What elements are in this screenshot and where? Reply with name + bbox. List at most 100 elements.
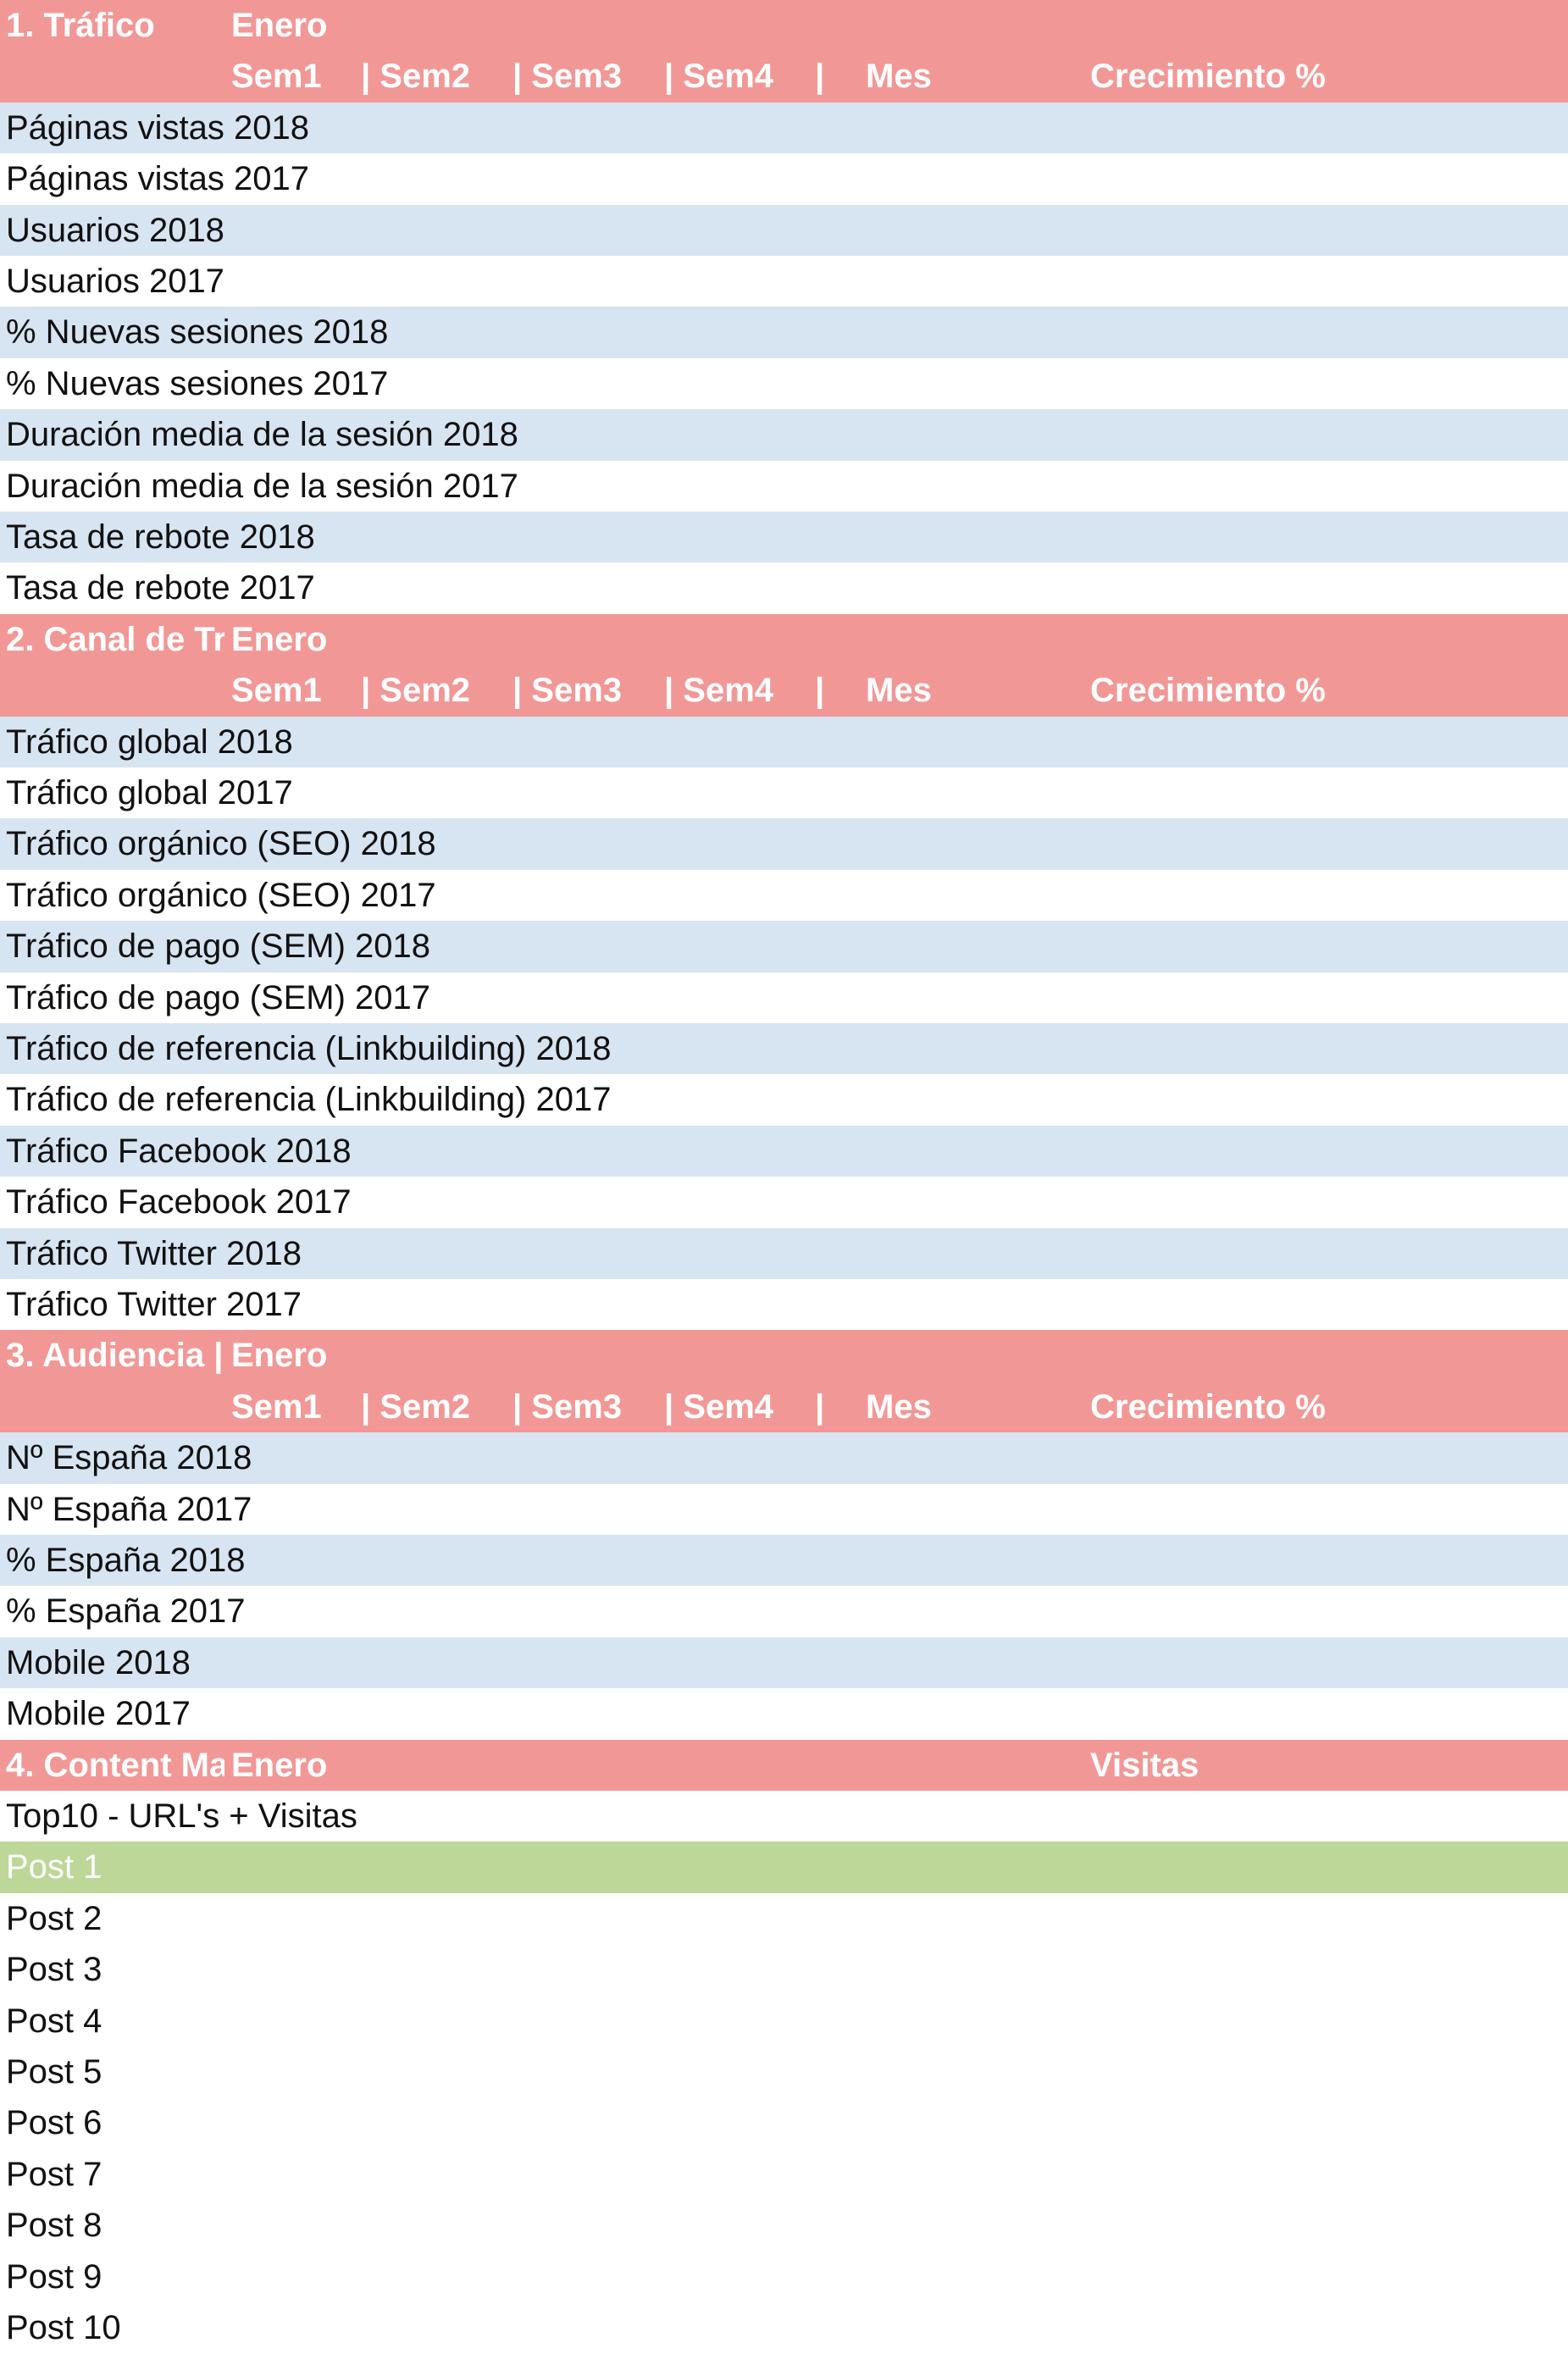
col-sem4: | Sem4 (664, 672, 774, 710)
row-label: Post 10 (6, 2309, 121, 2346)
row-label: Nº España 2017 (6, 1490, 252, 1528)
table-row[interactable]: Post 10 (0, 2302, 1568, 2354)
col-crecimiento: Crecimiento % (1090, 1387, 1326, 1426)
table-row[interactable]: Usuarios 2017 (0, 256, 1568, 307)
table-row[interactable]: Tráfico Twitter 2018 (0, 1227, 1568, 1279)
row-label: Post 9 (6, 2257, 103, 2296)
row-label: Tráfico de pago (SEM) 2018 (6, 928, 430, 966)
table-row[interactable]: Post 2 (0, 1892, 1568, 1945)
col-sem4: | Sem4 (664, 58, 774, 96)
table-row[interactable]: Tráfico de referencia (Linkbuilding) 201… (0, 1074, 1568, 1126)
row-label: Tasa de rebote 2017 (6, 569, 315, 607)
row-label: Mobile 2017 (6, 1695, 191, 1733)
col-separator: | (815, 1387, 825, 1426)
table-row[interactable]: % Nuevas sesiones 2017 (0, 357, 1568, 410)
row-label: Tráfico orgánico (SEO) 2017 (6, 876, 436, 914)
table-row[interactable]: Post 8 (0, 2200, 1568, 2252)
row-label: Post 8 (6, 2207, 103, 2245)
table-row[interactable]: Tráfico Facebook 2018 (0, 1125, 1568, 1177)
table-row[interactable]: Tasa de rebote 2018 (0, 512, 1568, 563)
row-label: Post 3 (6, 1951, 103, 1989)
table-row[interactable]: Mobile 2017 (0, 1688, 1568, 1740)
column-header-row[interactable]: Sem1 | Sem2 | Sem3 | Sem4 | Mes Crecimie… (0, 1381, 1568, 1433)
table-row[interactable]: Tráfico global 2017 (0, 767, 1568, 819)
row-label: Post 6 (6, 2104, 103, 2142)
col-sem2: | Sem2 (361, 58, 471, 96)
table-row[interactable]: Duración media de la sesión 2018 (0, 409, 1568, 461)
table-row[interactable]: Tráfico de pago (SEM) 2018 (0, 921, 1568, 972)
row-label: % Nuevas sesiones 2017 (6, 364, 389, 402)
table-row-selected[interactable]: Post 1 (0, 1842, 1568, 1893)
col-sem2: | Sem2 (361, 1387, 471, 1426)
table-row[interactable]: % Nuevas sesiones 2018 (0, 307, 1568, 358)
row-label: Usuarios 2018 (6, 211, 224, 249)
col-crecimiento: Crecimiento % (1090, 58, 1326, 96)
col-separator: | (815, 58, 825, 96)
month-label: Enero (231, 1337, 328, 1375)
table-row[interactable]: Tráfico Twitter 2017 (0, 1279, 1568, 1331)
table-row[interactable]: Post 3 (0, 1944, 1568, 1996)
table-row[interactable]: Tráfico global 2018 (0, 716, 1568, 767)
row-label: Duración media de la sesión 2017 (6, 467, 518, 505)
table-row[interactable]: Páginas vistas 2018 (0, 102, 1568, 154)
table-row[interactable]: Nº España 2017 (0, 1483, 1568, 1535)
table-row[interactable]: % España 2018 (0, 1535, 1568, 1587)
table-row[interactable]: Tasa de rebote 2017 (0, 562, 1568, 614)
col-sem1: Sem1 (231, 58, 322, 96)
table-row[interactable]: Tráfico de pago (SEM) 2017 (0, 972, 1568, 1023)
table-row[interactable]: Top10 - URL's + Visitas (0, 1791, 1568, 1842)
section-header-trafico[interactable]: 1. Tráfico Enero (0, 0, 1568, 52)
table-row[interactable]: % España 2017 (0, 1586, 1568, 1637)
row-label: Post 2 (6, 1899, 103, 1937)
col-sem2: | Sem2 (361, 672, 471, 710)
row-label: Tráfico global 2018 (6, 723, 293, 761)
row-label: Tráfico orgánico (SEO) 2018 (6, 825, 436, 863)
col-sem4: | Sem4 (664, 1387, 774, 1426)
row-label: Usuarios 2017 (6, 263, 224, 300)
month-label: Enero (231, 7, 328, 44)
row-label: Páginas vistas 2018 (6, 108, 310, 147)
row-label: Tráfico de referencia (Linkbuilding) 201… (6, 1081, 612, 1119)
section-header-content[interactable]: 4. Content Ma Enero Visitas (0, 1739, 1568, 1791)
month-label: Enero (231, 1746, 328, 1784)
table-row[interactable]: Usuarios 2018 (0, 204, 1568, 256)
section-header-canal[interactable]: 2. Canal de Tr Enero (0, 613, 1568, 666)
row-label: Tráfico Facebook 2018 (6, 1132, 352, 1170)
table-row[interactable]: Post 5 (0, 2047, 1568, 2098)
row-label: Post 1 (6, 1848, 103, 1886)
table-row[interactable]: Tráfico Facebook 2017 (0, 1177, 1568, 1228)
row-label: Top10 - URL's + Visitas (6, 1797, 357, 1835)
table-row[interactable]: Post 7 (0, 2148, 1568, 2201)
table-row[interactable]: Post 4 (0, 1995, 1568, 2047)
table-row[interactable]: Tráfico orgánico (SEO) 2018 (0, 818, 1568, 870)
column-header-row[interactable]: Sem1 | Sem2 | Sem3 | Sem4 | Mes Crecimie… (0, 665, 1568, 717)
row-label: % España 2018 (6, 1542, 246, 1579)
col-sem3: | Sem3 (513, 58, 623, 96)
table-row[interactable]: Post 9 (0, 2251, 1568, 2302)
table-row[interactable]: Post 6 (0, 2097, 1568, 2149)
table-row[interactable]: Duración media de la sesión 2017 (0, 460, 1568, 512)
col-mes: Mes (866, 672, 932, 710)
col-sem1: Sem1 (231, 672, 322, 710)
row-label: Post 5 (6, 2053, 103, 2091)
col-mes: Mes (866, 1387, 932, 1426)
section-header-audiencia[interactable]: 3. Audiencia | Enero (0, 1330, 1568, 1382)
row-label: Tráfico global 2017 (6, 774, 293, 811)
table-row[interactable]: Tráfico orgánico (SEO) 2017 (0, 869, 1568, 922)
table-row[interactable]: Tráfico de referencia (Linkbuilding) 201… (0, 1023, 1568, 1075)
section-title: 4. Content Ma (6, 1746, 224, 1784)
col-sem3: | Sem3 (513, 1387, 623, 1426)
row-label: % España 2017 (6, 1592, 246, 1631)
table-row[interactable]: Páginas vistas 2017 (0, 153, 1568, 205)
section-title: 3. Audiencia | (6, 1337, 224, 1375)
table-row[interactable]: Nº España 2018 (0, 1432, 1568, 1484)
row-label: Tráfico Twitter 2017 (6, 1286, 302, 1323)
col-sem1: Sem1 (231, 1387, 322, 1426)
table-row[interactable]: Mobile 2018 (0, 1637, 1568, 1689)
section-title: 2. Canal de Tr (6, 620, 224, 658)
row-label: Duración media de la sesión 2018 (6, 416, 518, 454)
col-sem3: | Sem3 (513, 672, 623, 710)
row-label: Tráfico de referencia (Linkbuilding) 201… (6, 1030, 612, 1067)
row-label: Post 4 (6, 2002, 103, 2040)
column-header-row[interactable]: Sem1 | Sem2 | Sem3 | Sem4 | Mes Crecimie… (0, 51, 1568, 102)
